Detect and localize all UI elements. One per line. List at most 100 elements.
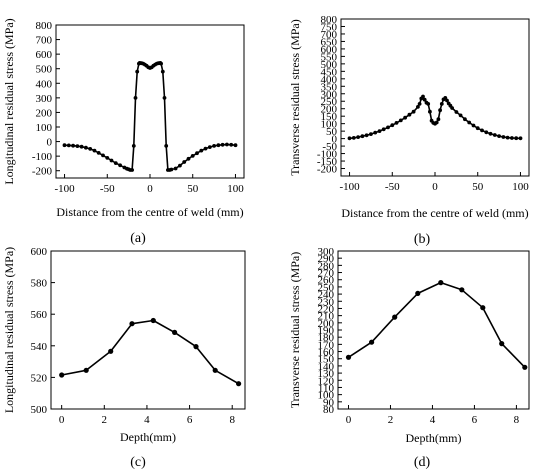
data-point — [434, 120, 439, 125]
y-tick-label: 200 — [318, 318, 335, 330]
y-tick-label: 540 — [31, 341, 48, 353]
data-point — [62, 143, 67, 148]
data-point — [458, 113, 463, 118]
y-tick-label: 200 — [36, 107, 53, 119]
x-tick-label: 2 — [102, 414, 108, 426]
panel-b: -100 -50 0 50 100-200-150-100-50050100150200… — [288, 14, 530, 247]
y-tick-label: 600 — [31, 246, 48, 258]
y-tick-label: 300 — [318, 246, 335, 258]
y-tick-label: 220 — [318, 303, 335, 315]
data-point — [225, 142, 229, 147]
data-point — [373, 130, 378, 135]
x-tick-label: 4 — [144, 414, 150, 426]
data-point — [131, 144, 136, 148]
panel-c: 0 2 4 6 8 500 520 540 560 580 600 Depth(mm) Longitud… — [2, 246, 246, 469]
data-point — [133, 96, 138, 100]
data-point — [236, 381, 242, 387]
data-point — [220, 142, 225, 147]
y-tick-label: 290 — [318, 253, 335, 265]
data-point — [195, 151, 199, 156]
data-point — [129, 321, 135, 327]
x-tick-label: -100 — [54, 183, 75, 195]
data-point — [394, 121, 399, 125]
data-point — [480, 128, 484, 133]
y-tick-label: 250 — [321, 96, 338, 108]
x-tick-label: 6 — [187, 414, 193, 426]
data-point — [207, 145, 212, 150]
data-point — [475, 126, 480, 131]
y-tick-label: 230 — [318, 296, 335, 308]
x-tick-label: 4 — [430, 414, 436, 426]
y-tick-label: 500 — [321, 59, 338, 71]
data-point — [59, 372, 65, 378]
y-tick-label: 150 — [321, 111, 338, 123]
y-tick-label: 0 — [332, 134, 338, 146]
data-point — [369, 132, 373, 137]
data-point — [186, 156, 191, 161]
x-tick-label: -100 — [339, 181, 360, 193]
y-tick-label: 100 — [318, 390, 335, 402]
y-tick-label: 600 — [321, 44, 338, 56]
y-tick-label: 140 — [318, 361, 335, 373]
data-point — [71, 143, 75, 148]
data-point — [79, 144, 84, 149]
data-point — [212, 367, 218, 373]
data-point — [514, 136, 519, 141]
data-point — [416, 105, 420, 109]
data-point — [438, 108, 442, 113]
y-axis-label: Longitudinal residual stress (MPa) — [2, 18, 16, 184]
panel-label: (a) — [130, 231, 146, 246]
data-point — [369, 339, 375, 345]
y-tick-label: 750 — [321, 21, 338, 33]
data-point — [162, 96, 167, 100]
data-point — [92, 148, 97, 153]
data-point — [364, 133, 369, 138]
y-tick-label: 550 — [321, 51, 338, 63]
data-point — [484, 130, 489, 135]
data-point — [450, 106, 454, 110]
data-point — [130, 168, 135, 172]
y-tick-label: 300 — [36, 93, 53, 105]
y-tick-label: -50 — [322, 141, 337, 153]
data-point — [233, 143, 238, 148]
data-point — [351, 136, 356, 140]
data-point — [428, 109, 432, 114]
y-tick-label: 270 — [318, 268, 335, 280]
y-tick-label: 130 — [318, 368, 335, 380]
panel-label: (c) — [130, 455, 146, 469]
series-line — [348, 281, 526, 368]
plot-frame — [50, 250, 246, 410]
series-line — [64, 62, 236, 171]
data-point — [398, 118, 403, 123]
x-axis-label: Distance from the centre of weld (mm) — [56, 205, 243, 219]
y-tick-label: 210 — [318, 311, 335, 323]
data-point — [169, 167, 174, 172]
plot-frame — [55, 24, 245, 179]
x-tick-label: 2 — [388, 414, 394, 426]
y-tick-label: 110 — [318, 382, 335, 394]
y-tick-label: 800 — [321, 14, 338, 26]
data-point — [109, 158, 114, 163]
data-point — [356, 135, 360, 140]
data-point — [105, 156, 110, 160]
data-point — [381, 127, 386, 132]
x-tick-label: 50 — [472, 181, 484, 193]
y-axis-label: Transverse residual stress (MPa) — [288, 19, 302, 176]
y-tick-label: 200 — [321, 104, 338, 116]
y-tick-label: 90 — [323, 397, 335, 409]
y-tick-label: 0 — [47, 137, 53, 149]
data-point — [488, 131, 493, 136]
data-point — [471, 123, 476, 128]
x-tick-label: 8 — [514, 414, 520, 426]
data-point — [499, 341, 505, 347]
x-tick-label: 0 — [346, 414, 352, 426]
data-point — [518, 136, 523, 141]
panel-a: -100 -50 0 50 100-200-1000100200300400500600… — [2, 18, 245, 246]
y-tick-label: 160 — [318, 347, 335, 359]
y-tick-label: 500 — [36, 64, 53, 76]
x-tick-label: -50 — [385, 181, 400, 193]
data-point — [421, 94, 425, 99]
x-tick-label: 0 — [59, 414, 65, 426]
data-point — [403, 115, 407, 120]
